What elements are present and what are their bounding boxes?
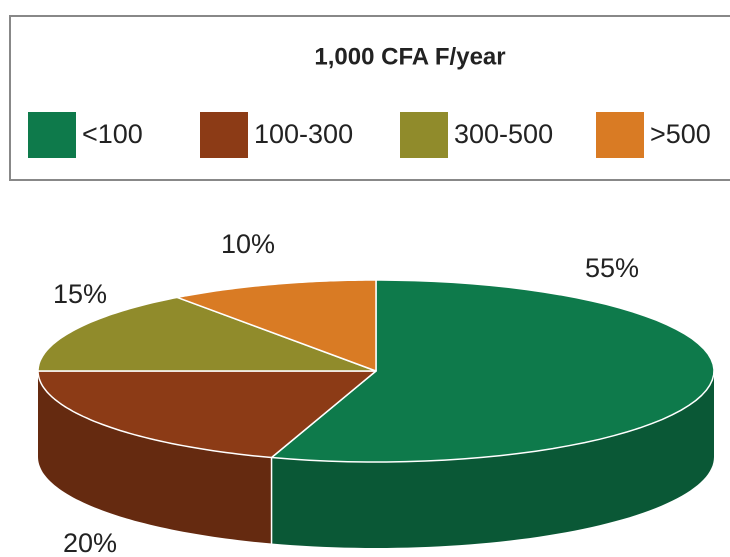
slice-side: [38, 371, 272, 544]
legend-label: <100: [82, 119, 143, 149]
legend-label: 300-500: [454, 119, 553, 149]
data-label: 15%: [53, 279, 107, 309]
legend-swatch: [200, 112, 248, 158]
data-label: 55%: [585, 253, 639, 283]
legend-swatch: [28, 112, 76, 158]
slice: [270, 279, 715, 463]
legend-title: 1,000 CFA F/year: [314, 43, 505, 70]
legend-label: 100-300: [254, 119, 353, 149]
slice: [37, 370, 377, 459]
legend-label: >500: [650, 119, 711, 149]
slice: [37, 296, 377, 372]
legend-swatch: [400, 112, 448, 158]
data-label: 10%: [221, 229, 275, 259]
slice: [176, 279, 377, 372]
data-label: 20%: [63, 528, 117, 557]
legend-swatch: [596, 112, 644, 158]
slice-side: [271, 371, 714, 548]
